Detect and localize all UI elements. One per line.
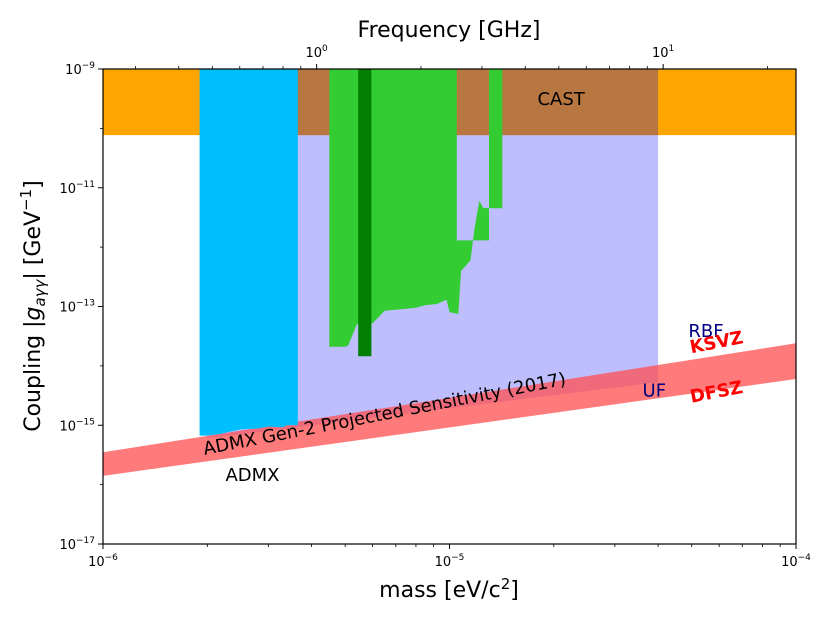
y-tick-label-exp: −9 — [82, 61, 96, 71]
y-tick-label-exp: −11 — [76, 180, 95, 190]
x-tick-label-base: 10 — [88, 555, 105, 570]
y-tick-label-exp: −15 — [76, 417, 95, 427]
top-tick-label-base: 10 — [305, 46, 322, 61]
y-tick-label: 10−15 — [59, 417, 95, 434]
x-axis-title-main: mass [eV/c — [379, 578, 501, 603]
x-tick-label-base: 10 — [435, 555, 452, 570]
region-admx — [199, 69, 298, 436]
x-tick-label: 10−4 — [781, 553, 811, 570]
x-tick-label-exp: −4 — [798, 553, 812, 563]
y-axis-title-main: Coupling | — [21, 320, 46, 431]
annotation-uf: UF — [643, 381, 667, 402]
x-tick-label-base: 10 — [781, 555, 798, 570]
y-tick-label-base: 10 — [59, 419, 76, 434]
region-rbf — [329, 69, 503, 347]
region-ksvz-dfsz-band — [103, 343, 796, 476]
top-tick-label: 100 — [305, 44, 328, 61]
annotation-admx: ADMX — [225, 465, 279, 486]
x-tick-label: 10−5 — [435, 553, 465, 570]
top-axis-title: Frequency [GHz] — [358, 18, 541, 43]
x-axis-title: mass [eV/c2] — [379, 575, 519, 603]
y-tick-label-exp: −17 — [76, 536, 95, 546]
top-tick-label-exp: 0 — [322, 44, 328, 54]
y-tick-label: 10−17 — [59, 536, 95, 553]
y-tick-label: 10−9 — [65, 61, 95, 78]
x-axis-title-end: ] — [510, 578, 519, 603]
y-axis-title-end: ] — [21, 180, 46, 189]
y-tick-label-base: 10 — [59, 538, 76, 553]
y-tick-label: 10−13 — [59, 299, 95, 316]
y-axis-title-mid: | [GeV — [21, 211, 46, 280]
y-tick-label-base: 10 — [59, 301, 76, 316]
regions-layer — [103, 69, 796, 476]
x-tick-label: 10−6 — [88, 553, 118, 570]
y-axis-title-sup: −1 — [17, 189, 35, 211]
y-tick-label-exp: −13 — [76, 299, 95, 309]
y-tick-label-base: 10 — [65, 63, 82, 78]
y-tick-label-base: 10 — [59, 182, 76, 197]
top-tick-label-base: 10 — [652, 46, 669, 61]
x-tick-label-exp: −6 — [105, 553, 119, 563]
region-uf — [358, 69, 372, 357]
y-axis-title-g: g — [21, 306, 46, 320]
top-tick-label: 101 — [652, 44, 674, 61]
y-axis-title-sub: aγγ — [31, 278, 49, 306]
y-axis-title: Coupling |gaγγ| [GeV−1] — [17, 180, 49, 432]
y-tick-label: 10−11 — [59, 180, 95, 197]
annotation-rbf: RBF — [688, 321, 723, 342]
top-tick-label-exp: 1 — [669, 44, 675, 54]
x-axis-title-sup: 2 — [501, 575, 511, 593]
annotation-cast: CAST — [537, 89, 585, 110]
x-tick-label-exp: −5 — [451, 553, 464, 563]
